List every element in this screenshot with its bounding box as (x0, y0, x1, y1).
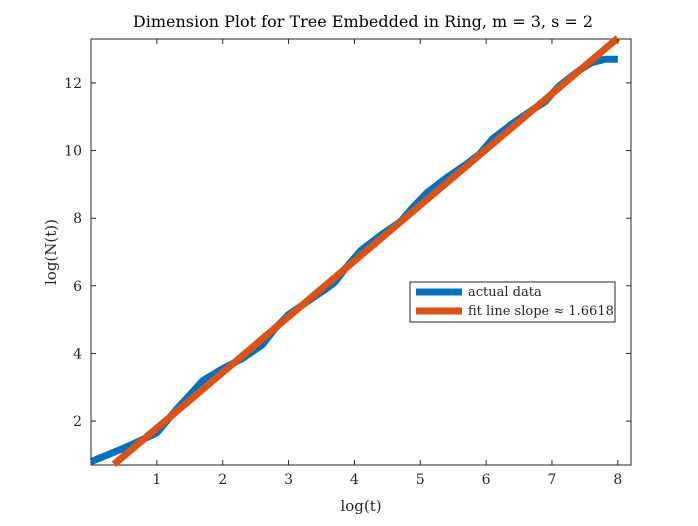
x-tick-label: 7 (548, 472, 557, 488)
y-tick-label: 8 (73, 211, 82, 227)
y-axis-label: log(N(t)) (42, 219, 60, 285)
x-tick-label: 3 (284, 472, 293, 488)
x-tick-label: 8 (613, 472, 622, 488)
chart-title: Dimension Plot for Tree Embedded in Ring… (133, 12, 593, 31)
legend-label-fit-line: fit line slope ≈ 1.6618 (468, 304, 614, 319)
y-tick-label: 2 (73, 414, 82, 430)
series-line-fit-line (111, 35, 621, 467)
y-tick-label: 4 (73, 346, 82, 362)
y-tick-label: 12 (64, 76, 82, 92)
x-tick-label: 1 (152, 472, 161, 488)
series-layer (89, 35, 621, 467)
x-tick-label: 6 (482, 472, 491, 488)
x-tick-label: 2 (218, 472, 227, 488)
x-axis-label: log(t) (340, 497, 381, 515)
legend-label-actual-data: actual data (468, 285, 542, 300)
y-tick-label: 10 (64, 144, 82, 160)
x-tick-label: 4 (350, 472, 359, 488)
x-tick-label: 5 (416, 472, 425, 488)
legend: actual data fit line slope ≈ 1.6618 (409, 281, 616, 323)
y-tick-label: 6 (73, 279, 82, 295)
